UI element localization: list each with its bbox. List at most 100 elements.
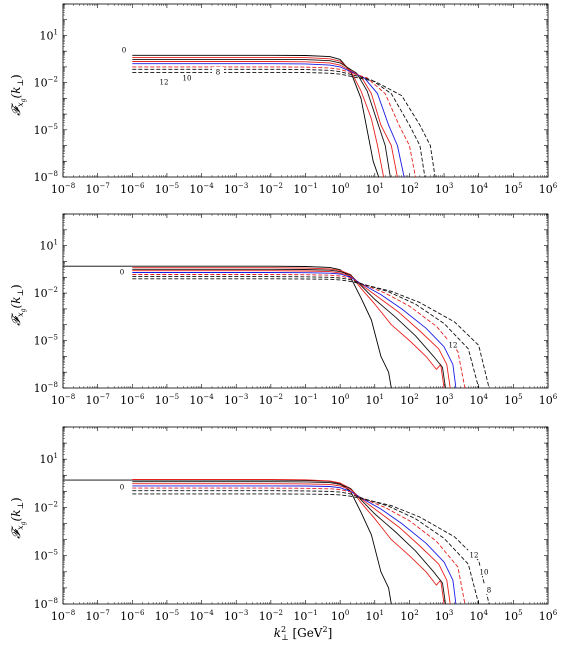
y-tick-label: 10−5 (34, 334, 58, 348)
x-tick-label: 104 (469, 182, 488, 196)
series-line-1 (63, 265, 392, 388)
series-line-8 (132, 493, 490, 604)
x-tick-label: 10−4 (189, 609, 214, 623)
annotation-bg (116, 267, 128, 276)
curve-annotation-12: 12 (449, 342, 458, 350)
series-line-4 (132, 270, 451, 388)
series-line-1 (132, 54, 380, 177)
plot-frame (62, 213, 549, 389)
x-tick-label: 100 (331, 609, 349, 623)
x-tick-label: 10−5 (155, 393, 179, 407)
y-axis-label-bottom: 𝓕xg(k⊥) (9, 497, 27, 538)
annotation-bg (483, 585, 495, 594)
series-line-5 (132, 485, 457, 604)
x-tick-label: 106 (539, 182, 558, 196)
x-tick-label: 10−8 (51, 182, 75, 196)
x-tick-label: 106 (539, 609, 558, 623)
x-tick-label: 104 (469, 609, 488, 623)
x-tick-label: 10−5 (155, 182, 179, 196)
curve-annotation-10: 10 (480, 569, 489, 577)
x-axis-label: k2 ⊥ [GeV2] (274, 625, 333, 642)
annotation-bg (478, 567, 490, 576)
plot-frame (62, 426, 549, 605)
series-line-8 (132, 71, 436, 177)
series-line-3 (132, 481, 446, 604)
y-axis-label-middle: 𝓕xg(k⊥) (9, 284, 27, 325)
x-tick-label: 104 (469, 393, 488, 407)
series-line-6 (132, 274, 466, 388)
series-line-2 (132, 267, 445, 388)
x-tick-label: 10−6 (120, 182, 145, 196)
y-tick-label: 10−8 (34, 170, 58, 184)
x-tick-label: 10−8 (51, 393, 75, 407)
y-tick-label: 10−2 (34, 76, 58, 90)
series-line-4 (132, 483, 451, 604)
y-tick-label: 101 (40, 28, 58, 42)
x-tick-label: 10−5 (155, 609, 179, 623)
y-tick-label: 10−5 (34, 123, 58, 137)
series-line-3 (132, 268, 446, 388)
x-tick-label: 10−6 (120, 393, 145, 407)
series-line-8 (132, 278, 490, 388)
series-group (63, 265, 490, 388)
y-tick-label: 10−5 (34, 549, 58, 563)
chart-panels: 10−8 10−7 10−6 10−5 10−4 10−3 10−2 10−1 100 101 10… (34, 3, 558, 623)
curve-annotation-12: 12 (470, 552, 479, 560)
x-tick-label: 102 (400, 393, 418, 407)
x-tick-label: 103 (435, 182, 453, 196)
annotation-bg (212, 67, 224, 76)
curve-annotation-12: 12 (160, 79, 169, 87)
series-line-6 (132, 66, 416, 177)
series-line-1 (63, 479, 392, 604)
chart-panel-bottom: 10−8 10−7 10−6 10−5 10−4 10−3 10−2 10−1 100 101 10… (34, 426, 558, 623)
x-tick-label: 103 (435, 609, 453, 623)
x-tick-label: 10−3 (224, 182, 248, 196)
series-line-6 (132, 487, 466, 604)
x-tick-label: 101 (366, 182, 384, 196)
x-tick-label: 10−3 (224, 609, 248, 623)
x-tick-label: 10−1 (293, 393, 317, 407)
x-tick-label: 10−7 (85, 182, 109, 196)
series-group (132, 54, 436, 177)
curve-annotation-10: 10 (183, 75, 192, 83)
x-tick-label: 10−2 (259, 182, 283, 196)
series-line-7 (132, 276, 480, 388)
x-tick-label: 10−6 (120, 609, 145, 623)
x-tick-label: 10−3 (224, 393, 248, 407)
x-tick-label: 100 (331, 182, 349, 196)
curve-annotation-0: 0 (120, 269, 124, 277)
x-tick-label: 10−4 (189, 182, 214, 196)
y-tick-label: 101 (40, 452, 58, 466)
y-tick-label: 10−2 (34, 500, 58, 514)
x-tick-label: 10−8 (51, 609, 75, 623)
x-tick-label: 106 (539, 393, 558, 407)
x-tick-label: 101 (366, 609, 384, 623)
x-tick-label: 10−7 (85, 609, 109, 623)
curve-annotation-8: 8 (216, 69, 220, 77)
annotation-bg (158, 77, 170, 86)
series-line-5 (132, 63, 405, 177)
series-line-5 (132, 272, 457, 388)
x-tick-label: 100 (331, 393, 349, 407)
x-tick-label: 102 (400, 609, 418, 623)
chart-panel-middle: 10−8 10−7 10−6 10−5 10−4 10−3 10−2 10−1 100 101 10… (34, 213, 558, 407)
y-tick-label: 10−8 (34, 597, 58, 611)
annotation-bg (468, 550, 480, 559)
y-axis-label-top: 𝓕xg(k⊥) (9, 74, 27, 115)
series-line-7 (132, 68, 426, 177)
series-line-4 (132, 61, 398, 177)
y-tick-label: 10−8 (34, 381, 58, 395)
x-tick-label: 10−1 (293, 182, 317, 196)
chart-panel-top: 10−8 10−7 10−6 10−5 10−4 10−3 10−2 10−1 100 101 10… (34, 3, 558, 196)
y-tick-label: 101 (40, 239, 58, 253)
x-tick-label: 105 (504, 609, 522, 623)
annotation-bg (116, 482, 128, 491)
annotation-bg (447, 340, 459, 349)
series-line-2 (132, 479, 445, 604)
x-tick-label: 105 (504, 393, 522, 407)
series-group (63, 479, 490, 604)
x-tick-label: 10−2 (259, 609, 283, 623)
x-tick-label: 101 (366, 393, 384, 407)
x-tick-label: 103 (435, 393, 453, 407)
